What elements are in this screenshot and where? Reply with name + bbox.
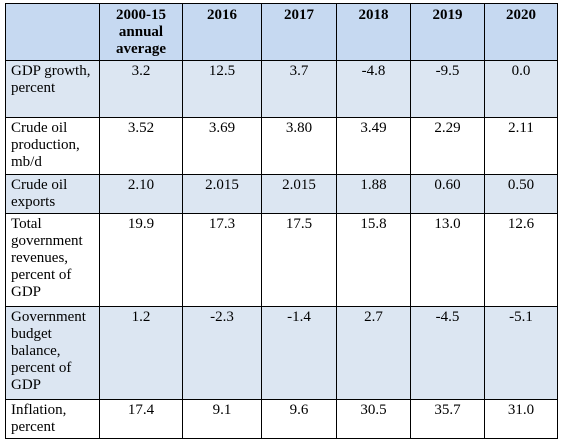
table-cell: 3.52 [99, 117, 183, 175]
table-row-inflation: Inflation, percent 17.4 9.1 9.6 30.5 35.… [5, 399, 558, 439]
row-label: Crude oil production, mb/d [5, 117, 100, 175]
header-row: 2000-15 annual average 2016 2017 2018 20… [5, 3, 558, 61]
table-cell: 30.5 [336, 399, 411, 439]
header-cell-2019: 2019 [410, 3, 485, 61]
table-row-crude-oil-production: Crude oil production, mb/d 3.52 3.69 3.8… [5, 117, 558, 175]
row-label: GDP growth, percent [5, 60, 100, 118]
table-cell: 3.49 [336, 117, 411, 175]
header-cell-2018: 2018 [336, 3, 411, 61]
row-label: Inflation, percent [5, 399, 100, 439]
table-cell: 3.2 [99, 60, 183, 118]
header-cell-2017: 2017 [261, 3, 337, 61]
table-cell: 9.6 [261, 399, 337, 439]
table-cell: 17.5 [261, 213, 337, 307]
row-label: Government budget balance, percent of GD… [5, 306, 100, 400]
table-row-government-revenues: Total government revenues, percent of GD… [5, 213, 558, 307]
table-cell: 12.5 [182, 60, 262, 118]
table-cell: -4.5 [410, 306, 485, 400]
table-cell: 35.7 [410, 399, 485, 439]
table-cell: -4.8 [336, 60, 411, 118]
table-cell: 2.29 [410, 117, 485, 175]
table-cell: 0.50 [484, 174, 558, 214]
table-cell: 3.80 [261, 117, 337, 175]
table-cell: 17.3 [182, 213, 262, 307]
table-cell: -9.5 [410, 60, 485, 118]
header-cell-corner [5, 3, 100, 61]
table-cell: 13.0 [410, 213, 485, 307]
table-cell: 15.8 [336, 213, 411, 307]
table-cell: 12.6 [484, 213, 558, 307]
table-cell: 0.0 [484, 60, 558, 118]
header-cell-2016: 2016 [182, 3, 262, 61]
table-cell: 2.015 [182, 174, 262, 214]
table-cell: 2.7 [336, 306, 411, 400]
table-cell: 3.7 [261, 60, 337, 118]
table-row-budget-balance: Government budget balance, percent of GD… [5, 306, 558, 400]
table-cell: 31.0 [484, 399, 558, 439]
table-cell: 17.4 [99, 399, 183, 439]
table-cell: 3.69 [182, 117, 262, 175]
table-row-crude-oil-exports: Crude oil exports 2.10 2.015 2.015 1.88 … [5, 174, 558, 214]
table-cell: -1.4 [261, 306, 337, 400]
header-cell-2020: 2020 [484, 3, 558, 61]
table-cell: 1.88 [336, 174, 411, 214]
table-cell: 2.11 [484, 117, 558, 175]
table-row-gdp-growth: GDP growth, percent 3.2 12.5 3.7 -4.8 -9… [5, 60, 558, 118]
table-cell: 0.60 [410, 174, 485, 214]
table-cell: 9.1 [182, 399, 262, 439]
table-cell: 19.9 [99, 213, 183, 307]
table-cell: -2.3 [182, 306, 262, 400]
row-label: Total government revenues, percent of GD… [5, 213, 100, 307]
table-cell: 1.2 [99, 306, 183, 400]
table-cell: 2.10 [99, 174, 183, 214]
table-cell: 2.015 [261, 174, 337, 214]
economic-indicators-table: 2000-15 annual average 2016 2017 2018 20… [5, 3, 558, 439]
table-cell: -5.1 [484, 306, 558, 400]
header-cell-2000-15: 2000-15 annual average [99, 3, 183, 61]
row-label: Crude oil exports [5, 174, 100, 214]
